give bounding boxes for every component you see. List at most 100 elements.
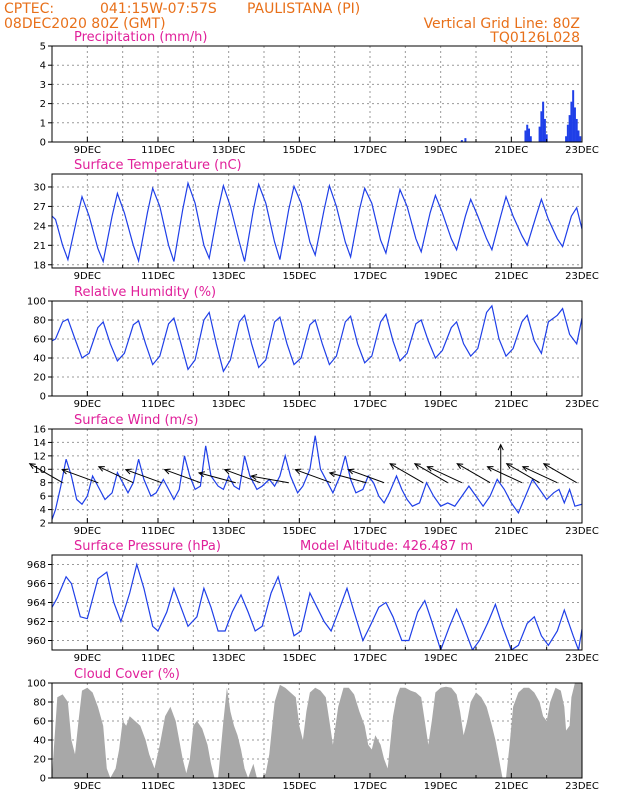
humidity-ytick-label: 40	[33, 354, 46, 365]
precipitation-bar	[572, 90, 575, 142]
wind-xtick-label: 19DEC	[424, 526, 458, 537]
wind-arrow-head	[197, 471, 205, 478]
temperature-xtick-label: 15DEC	[282, 271, 316, 282]
wind-arrow-head	[328, 471, 336, 478]
wind-xtick-label: 9DEC	[74, 526, 101, 537]
precipitation-ytick-label: 4	[40, 61, 46, 72]
header-code: TQ0126L028	[489, 30, 580, 46]
precipitation-panel: Precipitation (mm/h) 0 1 2 3 4 5 9DEC 11DEC 13DEC…	[40, 30, 599, 156]
wind-xtick-label: 11DEC	[141, 526, 175, 537]
wind-arrow	[224, 469, 261, 484]
cloud-ytick-label: 60	[33, 717, 46, 728]
cloud-xtick-label: 17DEC	[353, 781, 387, 792]
temperature-xtick-label: 9DEC	[74, 271, 101, 282]
precipitation-bar	[529, 136, 532, 142]
precipitation-xtick-label: 9DEC	[74, 145, 101, 156]
wind-arrow	[389, 463, 424, 484]
pressure-ytick-label: 964	[27, 598, 46, 609]
wind-arrow	[456, 463, 491, 484]
cloud-ytick-label: 80	[33, 698, 46, 709]
precipitation-bar	[566, 124, 569, 142]
humidity-ytick-label: 0	[40, 392, 46, 403]
precipitation-bar	[538, 126, 541, 142]
temperature-title: Surface Temperature (nC)	[74, 158, 242, 173]
humidity-ytick-label: 80	[33, 316, 46, 327]
wind-arrow	[29, 463, 63, 484]
precipitation-bar	[543, 118, 546, 142]
pressure-ytick-label: 968	[27, 560, 46, 571]
wind-arrow	[164, 469, 201, 484]
precipitation-bar	[460, 140, 463, 142]
pressure-xtick-label: 15DEC	[282, 653, 316, 664]
cloud-xtick-label: 13DEC	[212, 781, 246, 792]
precipitation-xtick-label: 13DEC	[212, 145, 246, 156]
wind-arrow-head	[389, 463, 397, 469]
precipitation-ytick-label: 0	[40, 138, 46, 149]
wind-arrow-head	[456, 463, 464, 469]
wind-arrow-head	[347, 468, 355, 475]
wind-arrow-head	[61, 468, 69, 475]
wind-arrow	[295, 469, 332, 484]
humidity-xtick-label: 21DEC	[494, 399, 528, 410]
wind-arrow	[506, 463, 540, 484]
cloud-xtick-label: 21DEC	[494, 781, 528, 792]
wind-xtick-label: 21DEC	[494, 526, 528, 537]
precipitation-bar	[575, 118, 578, 142]
header-run: 08DEC2020 80Z (GMT)	[4, 16, 166, 32]
pressure-xtick-label: 21DEC	[494, 653, 528, 664]
wind-ytick-label: 6	[40, 492, 46, 503]
temperature-xtick-label: 21DEC	[494, 271, 528, 282]
wind-arrow	[487, 466, 523, 484]
header: CPTEC: 041:15W-07:57S PAULISTANA (PI) 08…	[4, 1, 580, 46]
cloud-xtick-label: 23DEC	[565, 781, 599, 792]
precipitation-xtick-label: 17DEC	[353, 145, 387, 156]
wind-arrow-head	[521, 466, 529, 472]
pressure-panel: Surface Pressure (hPa) Model Altitude: 42…	[27, 539, 599, 664]
cloud-area	[52, 683, 582, 778]
wind-title: Surface Wind (m/s)	[74, 413, 198, 428]
wind-arrow	[125, 469, 162, 484]
temperature-xtick-label: 17DEC	[353, 271, 387, 282]
cloud-xtick-label: 15DEC	[282, 781, 316, 792]
cloud-panel: Cloud Cover (%) 0 20 40 60 80 100 9DEC 11DEC 13DE…	[27, 667, 599, 792]
wind-arrow-head	[163, 468, 171, 475]
temperature-frame	[51, 173, 583, 269]
wind-arrow	[414, 463, 448, 484]
humidity-ytick-label: 60	[33, 335, 46, 346]
temperature-xtick-label: 13DEC	[212, 271, 246, 282]
temperature-xtick-label: 11DEC	[141, 271, 175, 282]
precipitation-title: Precipitation (mm/h)	[74, 30, 207, 45]
wind-ytick-label: 14	[33, 438, 46, 449]
pressure-xtick-label: 13DEC	[212, 653, 246, 664]
precipitation-ytick-label: 3	[40, 80, 46, 91]
temperature-line	[52, 180, 582, 264]
precipitation-bar	[577, 130, 580, 142]
pressure-xtick-label: 11DEC	[141, 653, 175, 664]
wind-ytick-label: 16	[33, 425, 46, 436]
precipitation-bar	[570, 101, 573, 142]
humidity-grid	[52, 301, 582, 396]
wind-arrow-head	[486, 466, 494, 472]
humidity-xtick-label: 9DEC	[74, 399, 101, 410]
pressure-xtick-label: 9DEC	[74, 653, 101, 664]
wind-arrow-head	[223, 468, 231, 475]
wind-arrow	[522, 466, 558, 484]
wind-xtick-label: 15DEC	[282, 526, 316, 537]
wind-xtick-label: 17DEC	[353, 526, 387, 537]
temperature-grid	[52, 174, 582, 268]
wind-arrow	[329, 472, 367, 484]
temperature-panel: Surface Temperature (nC) 18 21 24 27 30 9DEC 11…	[33, 158, 599, 282]
temperature-ytick-label: 30	[33, 182, 46, 193]
cloud-ytick-label: 100	[27, 679, 46, 690]
precipitation-xtick-label: 19DEC	[424, 145, 458, 156]
precipitation-ytick-label: 1	[40, 118, 46, 129]
precipitation-xtick-label: 15DEC	[282, 145, 316, 156]
temperature-ytick-label: 27	[33, 202, 46, 213]
pressure-ytick-label: 966	[27, 579, 46, 590]
wind-arrow	[251, 475, 289, 484]
precipitation-bar	[542, 101, 545, 142]
precipitation-bars	[460, 90, 582, 142]
wind-xtick-label: 23DEC	[565, 526, 599, 537]
